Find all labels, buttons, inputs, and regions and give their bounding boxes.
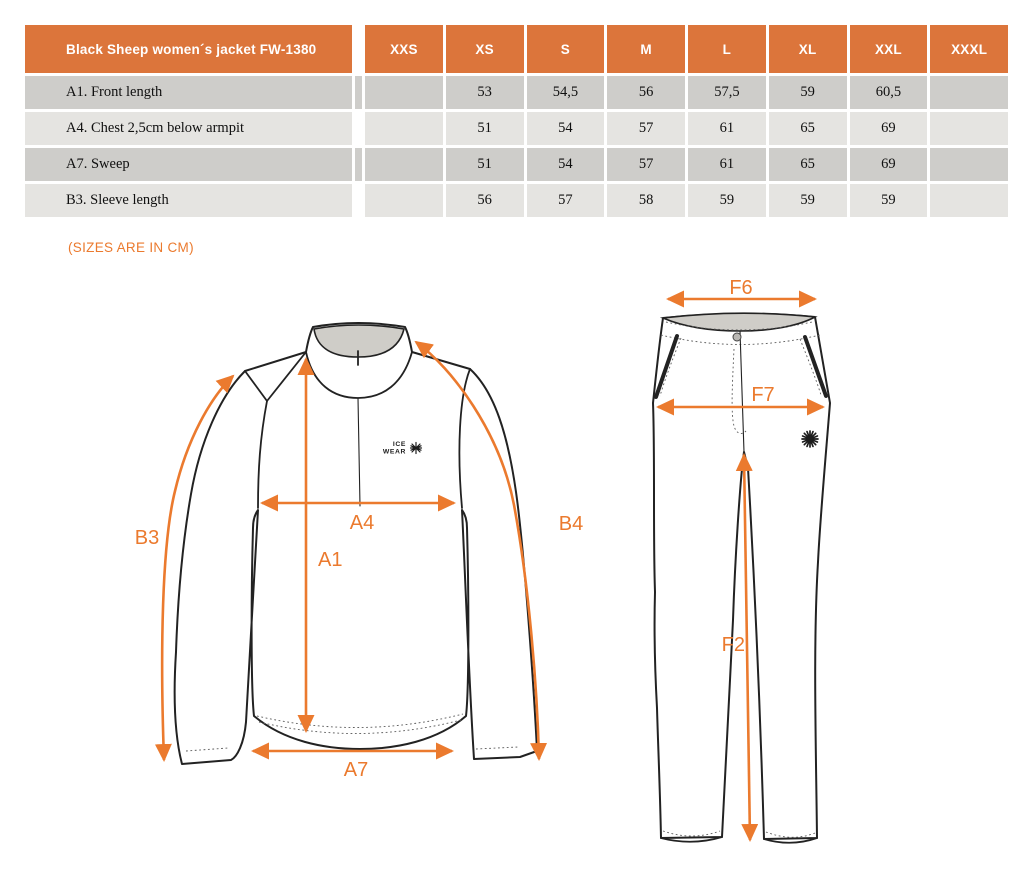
zipper-line	[357, 397, 361, 507]
waistband-inner	[659, 312, 818, 332]
pants-diagram: F6 F7 F2	[652, 277, 831, 844]
row-label: A1. Front length	[25, 76, 352, 109]
size-cell: 51	[445, 148, 524, 181]
size-chart-table: Black Sheep women´s jacket FW-1380 XXS X…	[22, 22, 1011, 220]
size-chart-header-row: Black Sheep women´s jacket FW-1380 XXS X…	[25, 25, 1008, 73]
size-cell: 58	[607, 184, 685, 217]
size-cell: 57	[526, 184, 605, 217]
table-title: Black Sheep women´s jacket FW-1380	[25, 25, 352, 73]
dim-label-b3: B3	[135, 527, 159, 549]
table-row-chest: A4. Chest 2,5cm below armpit 51 54 57 61…	[25, 112, 1008, 145]
dim-label-a1: A1	[318, 549, 342, 571]
size-cell	[930, 76, 1008, 109]
left-raglan-seam	[257, 400, 268, 509]
measurement-diagrams: ICE WEAR A1 A4 A7 B3 B4	[135, 277, 831, 844]
size-cell	[365, 112, 443, 145]
snowflake-icon	[409, 441, 423, 455]
size-cell: 69	[849, 148, 928, 181]
size-cell: 57,5	[688, 76, 766, 109]
column-gap	[355, 148, 362, 181]
dim-label-a7: A7	[344, 759, 368, 781]
dim-arrow-b4	[414, 340, 548, 761]
size-cell: 59	[768, 76, 847, 109]
sizes-unit-note: (SIZES ARE IN CM)	[68, 240, 194, 255]
size-cell	[365, 184, 443, 217]
size-cell: 51	[445, 112, 524, 145]
fly-seam	[739, 330, 745, 453]
fly-stitching	[731, 348, 747, 434]
size-cell: 59	[768, 184, 847, 217]
size-cell: 57	[607, 112, 685, 145]
size-cell: 54	[526, 148, 605, 181]
dim-label-f6: F6	[729, 277, 752, 299]
row-label: A7. Sweep	[25, 148, 352, 181]
size-cell: 60,5	[849, 76, 928, 109]
size-cell: 69	[849, 112, 928, 145]
jacket-diagram: ICE WEAR A1 A4 A7 B3 B4	[135, 322, 583, 781]
size-column-xxl: XXL	[849, 25, 928, 73]
size-column-s: S	[526, 25, 605, 73]
size-column-xxs: XXS	[365, 25, 443, 73]
dim-arrow-b3	[154, 374, 235, 762]
size-column-m: M	[607, 25, 685, 73]
pants-hem-right	[763, 837, 818, 844]
table-row-front-length: A1. Front length 53 54,5 56 57,5 59 60,5	[25, 76, 1008, 109]
size-cell: 65	[768, 148, 847, 181]
column-gap	[355, 76, 362, 109]
table-row-sweep: A7. Sweep 51 54 57 61 65 69	[25, 148, 1008, 181]
dim-label-b4: B4	[559, 513, 583, 535]
row-label: B3. Sleeve length	[25, 184, 352, 217]
row-label: A4. Chest 2,5cm below armpit	[25, 112, 352, 145]
size-cell	[930, 148, 1008, 181]
size-cell: 56	[607, 76, 685, 109]
waist-button	[732, 332, 742, 342]
size-cell: 59	[849, 184, 928, 217]
size-cell	[930, 112, 1008, 145]
size-column-xl: XL	[768, 25, 847, 73]
size-cell: 56	[445, 184, 524, 217]
column-gap	[355, 25, 362, 73]
pants-hem-left	[660, 836, 723, 843]
collar-inner	[313, 324, 405, 358]
dim-arrow-f2	[735, 453, 759, 842]
snowflake-icon	[801, 430, 819, 448]
size-cell: 54	[526, 112, 605, 145]
dim-label-f2: F2	[722, 634, 745, 656]
size-column-xxxl: XXXL	[930, 25, 1008, 73]
size-cell: 57	[607, 148, 685, 181]
size-cell: 61	[688, 112, 766, 145]
size-cell	[365, 76, 443, 109]
size-cell	[930, 184, 1008, 217]
size-cell: 59	[688, 184, 766, 217]
column-gap	[355, 112, 362, 145]
pocket-stitching	[659, 337, 822, 397]
table-row-sleeve-length: B3. Sleeve length 56 57 58 59 59 59	[25, 184, 1008, 217]
right-pocket-slash	[803, 335, 828, 398]
size-cell: 65	[768, 112, 847, 145]
size-column-l: L	[688, 25, 766, 73]
size-cell	[365, 148, 443, 181]
dim-label-f7: F7	[751, 384, 774, 406]
size-cell: 61	[688, 148, 766, 181]
jacket-outline	[173, 322, 538, 765]
left-pocket-slash	[654, 334, 679, 399]
size-column-xs: XS	[445, 25, 524, 73]
dim-label-a4: A4	[350, 512, 374, 534]
size-cell: 54,5	[526, 76, 605, 109]
pants-cuff-stitching	[662, 830, 816, 838]
size-cell: 53	[445, 76, 524, 109]
column-gap	[355, 184, 362, 217]
logo-line2: WEAR	[383, 449, 406, 456]
logo-line1: ICE	[393, 441, 406, 448]
